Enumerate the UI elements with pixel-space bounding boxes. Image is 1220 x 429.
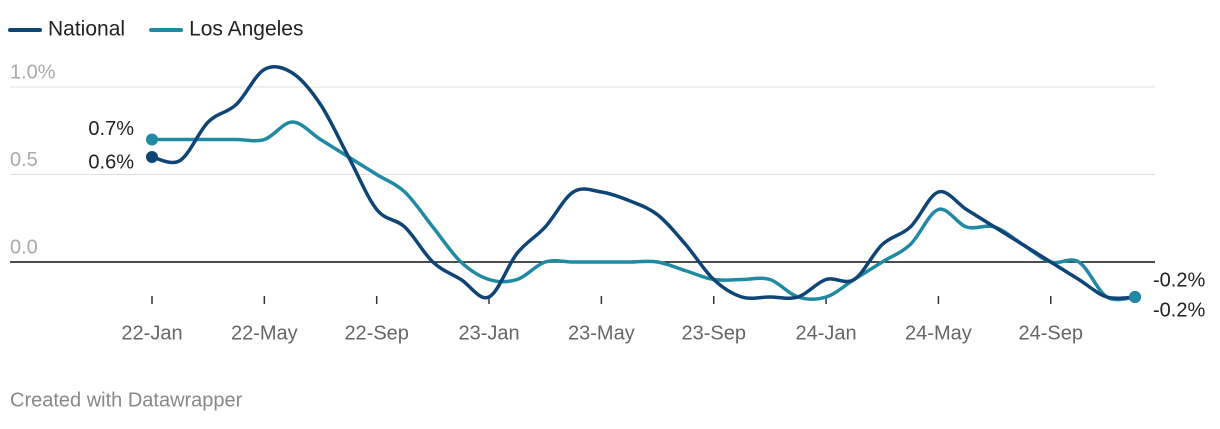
legend-label: Los Angeles [189,18,303,41]
legend-label: National [48,18,125,41]
x-tick-label: 23-May [568,322,635,344]
credit: Created with Datawrapper [10,389,243,411]
end-dot [146,133,158,146]
x-tick-label: 22-May [231,322,298,344]
value-label: -0.2% [1153,299,1205,321]
value-label: -0.2% [1153,269,1205,291]
end-dot [1129,291,1142,303]
value-label: 0.6% [88,151,134,173]
x-tick-label: 22-Sep [344,322,409,344]
y-tick-label: 0.0 [10,236,38,258]
series-line [151,65,1136,301]
x-tick-label: 24-Jan [795,322,856,344]
value-label: 0.7% [88,118,134,140]
y-tick-label: 0.5 [10,149,38,171]
series-line [152,120,1136,302]
x-tick-label: 22-Jan [121,322,182,344]
x-tick-label: 23-Sep [681,322,746,344]
x-tick-label: 24-Sep [1019,322,1084,344]
y-tick-label: 1.0% [10,61,56,83]
end-dot [146,151,158,163]
x-tick-label: 23-Jan [458,322,519,344]
x-tick-label: 24-May [905,322,972,344]
